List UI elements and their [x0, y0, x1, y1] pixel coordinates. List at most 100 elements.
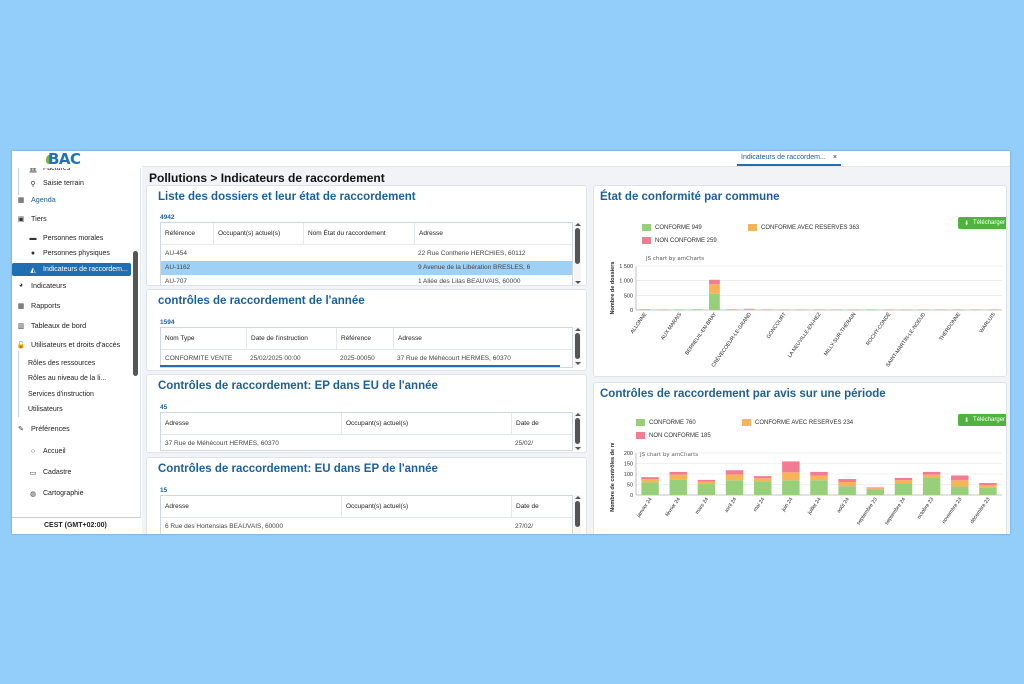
- sidebar-item-label: Rapports: [31, 301, 61, 310]
- sidebar-item-utilisateurs-et-droits-d-accès[interactable]: 🔓 Utilisateurs et droits d'accès: [12, 338, 121, 351]
- record-count: 1594: [160, 319, 175, 326]
- column-header[interactable]: Adresse: [393, 328, 553, 349]
- sidebar-item-rapports[interactable]: ▦ Rapports: [12, 299, 60, 312]
- sidebar-item-indicateurs[interactable]: ◕ Indicateurs: [12, 279, 66, 292]
- column-header[interactable]: Nom État du raccordement: [303, 223, 414, 244]
- chart-credit: JS chart by amCharts: [640, 452, 699, 458]
- sidebar-item-cartographie[interactable]: ◍ Cartographie: [12, 487, 84, 500]
- column-header[interactable]: Adresse: [414, 223, 554, 244]
- scroll-down-icon[interactable]: [575, 362, 581, 365]
- table-cell: 37 Rue de Méhécourt HERMES, 60370: [165, 440, 279, 447]
- sidebar-scrollbar[interactable]: [133, 251, 138, 376]
- bar-conforme-avec-reserves: [866, 488, 885, 490]
- legend-conforme[interactable]: CONFORME 760: [636, 419, 696, 426]
- table-scrollbar[interactable]: [574, 495, 581, 534]
- y-axis-label: Nombre de contrôles de racc: [610, 443, 616, 512]
- nav-tree-line: [18, 351, 19, 417]
- panel-conformite-commune: État de conformité par commune CONFORME …: [593, 185, 1007, 377]
- column-header[interactable]: Date de l'instruction: [246, 328, 336, 349]
- bar-conforme-avec-reserves: [641, 479, 659, 483]
- column-header[interactable]: Référence: [165, 230, 195, 237]
- legend-non-conforme[interactable]: NON CONFORME 259: [642, 237, 717, 244]
- sidebar-item-tiers[interactable]: ▣ Tiers: [12, 212, 47, 225]
- column-header[interactable]: Adresse: [165, 503, 189, 510]
- column-header[interactable]: Adresse: [165, 420, 189, 427]
- sidebar-item-indicateurs-de-raccordem[interactable]: ◭ Indicateurs de raccordem...: [12, 263, 131, 276]
- panel-dossiers: Liste des dossiers et leur état de racco…: [146, 185, 587, 286]
- x-tick-label: THERDONNE: [938, 311, 962, 342]
- x-tick-label: avril 24: [724, 497, 739, 514]
- sidebar-item-factures[interactable]: 🏛 Factures: [12, 162, 71, 175]
- sidebar-item-utilisateurs[interactable]: Utilisateurs: [12, 403, 63, 416]
- column-header[interactable]: Nom Type: [165, 335, 195, 342]
- scroll-down-icon[interactable]: [575, 447, 581, 450]
- column-header[interactable]: Occupant(s) actuel(s): [341, 413, 511, 434]
- sidebar-item-rôles-des-ressources[interactable]: Rôles des ressources: [12, 357, 95, 370]
- table-header: Référence Occupant(s) actuel(s) Nom État d…: [161, 223, 572, 245]
- download-button[interactable]: ⬇ Télécharger: [958, 414, 1006, 426]
- bar-non-conforme: [979, 483, 997, 486]
- scroll-up-icon[interactable]: [575, 496, 581, 499]
- x-tick-label: ALLONNE: [630, 311, 649, 335]
- column-header[interactable]: Occupant(s) actuel(s): [341, 496, 511, 517]
- table-scrollbar[interactable]: [574, 412, 581, 451]
- table-cell: 1 Allée des Lilas BEAUVAIS, 60000: [418, 278, 521, 285]
- legend-reserves[interactable]: CONFORME AVEC RESERVES 234: [742, 419, 853, 426]
- x-tick-label: SAINT-MARTIN-LE-NOEUD: [885, 312, 927, 369]
- legend-non-conforme[interactable]: NON CONFORME 185: [636, 432, 711, 439]
- sidebar-item-personnes-physiques[interactable]: ● Personnes physiques: [12, 247, 110, 260]
- sidebar-item-agenda[interactable]: ▦ Agenda: [12, 193, 56, 206]
- table-row[interactable]: AU-1162 9 Avenue de la Libération BRESLES…: [161, 261, 572, 275]
- breadcrumb-parent[interactable]: Pollutions: [149, 171, 207, 185]
- circle-icon: ○: [30, 448, 36, 455]
- download-button[interactable]: ⬇ Télécharger: [958, 217, 1006, 229]
- table-row[interactable]: AU-707 1 Allée des Lilas BEAUVAIS, 60000: [161, 275, 572, 285]
- sidebar-item-cadastre[interactable]: ▭ Cadastre: [12, 466, 72, 479]
- sidebar-item-tableaux-de-bord[interactable]: ▥ Tableaux de bord: [12, 319, 86, 332]
- table-cell: [303, 261, 414, 275]
- scroll-up-icon[interactable]: [575, 413, 581, 416]
- bar-conforme-avec-reserves: [709, 284, 720, 294]
- table-scrollbar[interactable]: [574, 222, 581, 285]
- table-cell: 2025-00050: [340, 355, 375, 362]
- close-icon[interactable]: ×: [832, 154, 837, 161]
- sidebar-item-personnes-morales[interactable]: ▬ Personnes morales: [12, 232, 104, 245]
- tab-indicateurs-raccordement[interactable]: Indicateurs de raccordem... ×: [737, 151, 841, 166]
- table-row[interactable]: CONFORMITE VENTE 25/02/2025 00:00 2025-000…: [161, 352, 572, 366]
- column-header[interactable]: Occupant(s) actuel(s): [213, 223, 303, 244]
- horizontal-scrollbar[interactable]: [160, 365, 560, 367]
- lock-icon: 🔓: [16, 341, 26, 349]
- legend-swatch: [642, 224, 651, 231]
- sidebar-item-accueil[interactable]: ○ Accueil: [12, 445, 66, 458]
- bar-non-conforme: [697, 479, 716, 482]
- sidebar-item-saisie-terrain[interactable]: ⚲ Saisie terrain: [12, 177, 83, 190]
- x-tick-label: CRÈVECOEUR-LE-GRAND: [710, 311, 753, 369]
- scroll-down-icon[interactable]: [575, 281, 581, 284]
- scroll-up-icon[interactable]: [575, 328, 581, 331]
- table-row[interactable]: AU-454 22 Rue Contherie HERCHIES, 60112: [161, 247, 572, 261]
- legend-swatch: [642, 237, 651, 244]
- column-header[interactable]: Date de: [511, 496, 571, 517]
- panel-title: contrôles de raccordement de l'année: [158, 295, 365, 307]
- table-row[interactable]: 37 Rue de Méhécourt HERMES, 60370 25/02/: [161, 437, 572, 450]
- table-scrollbar[interactable]: [574, 327, 581, 366]
- panel-eu-dans-ep: Contrôles de raccordement: EU dans EP de…: [146, 457, 587, 534]
- legend-conforme[interactable]: CONFORME 949: [642, 224, 702, 231]
- panel-title: Contrôles de raccordement par avis sur u…: [600, 388, 886, 400]
- sidebar-item-label: Rôles des ressources: [28, 360, 96, 367]
- sidebar-item-services-d-instruction[interactable]: Services d'instruction: [12, 388, 94, 401]
- column-header[interactable]: Référence: [336, 328, 393, 349]
- panel-title: Contrôles de raccordement: EU dans EP de…: [158, 463, 438, 475]
- legend-reserves[interactable]: CONFORME AVEC RESERVES 363: [748, 224, 859, 231]
- panel-title: État de conformité par commune: [600, 191, 780, 203]
- sidebar-item-label: Personnes physiques: [43, 250, 110, 257]
- column-header[interactable]: Date de: [511, 413, 571, 434]
- table-cell: AU-1162: [165, 264, 191, 271]
- sidebar-item-préférences[interactable]: ✎ Préférences: [12, 422, 70, 435]
- sidebar-item-rôles-au-niveau-de-la-li[interactable]: Rôles au niveau de la li...: [12, 372, 106, 385]
- table-row[interactable]: 6 Rue des Hortensias BEAUVAIS, 60000 27/0…: [161, 520, 572, 534]
- bar-conforme: [922, 477, 941, 495]
- table-icon: ▦: [17, 302, 25, 310]
- scroll-up-icon[interactable]: [575, 223, 581, 226]
